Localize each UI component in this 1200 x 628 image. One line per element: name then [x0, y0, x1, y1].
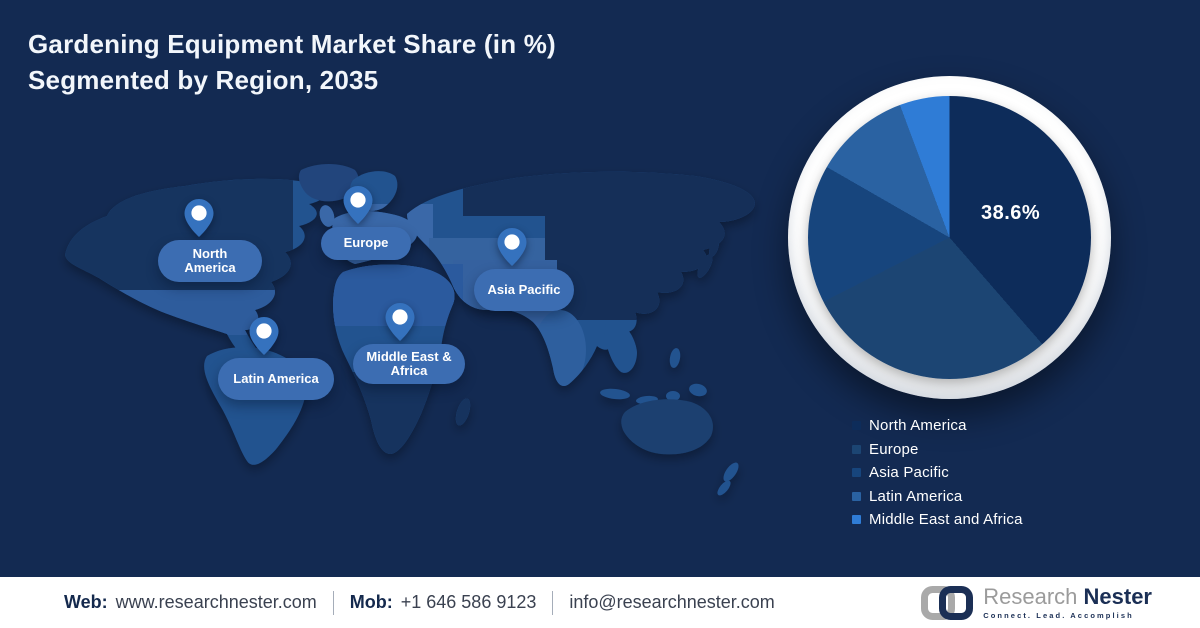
email-address: info@researchnester.com: [569, 592, 775, 612]
legend-swatch: [852, 515, 861, 525]
region-label-latin-america: Latin America: [218, 358, 334, 400]
divider: [552, 590, 554, 615]
website-url: www.researchnester.com: [115, 592, 317, 612]
legend-item: Asia Pacific: [852, 461, 1023, 485]
region-label-text: North America: [184, 245, 236, 275]
phone-number: +1 646 586 9123: [400, 592, 537, 612]
mob-label: Mob:: [349, 592, 393, 612]
location-pin-icon: [249, 317, 279, 355]
region-label-text: Asia Pacific: [487, 281, 561, 297]
location-pin-icon: [385, 303, 415, 341]
contact-info: Web: www.researchnester.com Mob: +1 646 …: [64, 590, 775, 615]
logo-text: Research Nester Connect. Lead. Accomplis…: [983, 583, 1152, 620]
region-label-middle-east-africa: Middle East & Africa: [353, 344, 465, 384]
logo-name: Research Nester: [983, 583, 1152, 609]
pie-chart: [808, 96, 1091, 379]
region-label-text: Latin America: [233, 370, 319, 386]
title-line-1: Gardening Equipment Market Share (in %): [28, 29, 556, 59]
title-line-2: Segmented by Region, 2035: [28, 65, 379, 95]
region-label-europe: Europe: [321, 227, 411, 260]
legend-label: Asia Pacific: [869, 464, 949, 482]
map-pin-europe: [342, 185, 374, 225]
pie-legend: North America Europe Asia Pacific Latin Ame…: [852, 414, 1023, 532]
divider: [332, 590, 334, 615]
location-pin-icon: [497, 228, 527, 266]
legend-item: Europe: [852, 438, 1023, 462]
chain-links-icon: [921, 585, 974, 620]
logo-tagline: Connect. Lead. Accomplish: [983, 610, 1134, 620]
region-label-north-america: North America: [158, 240, 262, 282]
legend-item: North America: [852, 414, 1023, 438]
legend-swatch: [852, 491, 861, 501]
map-pin-north-america: [183, 198, 215, 238]
legend-label: Europe: [869, 440, 919, 458]
region-label-text: Middle East & Africa: [366, 348, 452, 378]
logo-name-research: Research: [983, 583, 1078, 609]
legend-swatch: [852, 444, 861, 454]
map-pin-middle-east-africa: [384, 302, 416, 342]
research-nester-logo: Research Nester Connect. Lead. Accomplis…: [920, 585, 1152, 621]
location-pin-icon: [184, 199, 214, 237]
legend-label: Middle East and Africa: [869, 511, 1023, 529]
pie-slice-value-label: 38.6%: [981, 202, 1041, 224]
web-label: Web:: [64, 592, 108, 612]
page-title: Gardening Equipment Market Share (in %) …: [28, 26, 556, 98]
region-label-asia-pacific: Asia Pacific: [474, 269, 574, 311]
legend-label: North America: [869, 417, 967, 435]
footer-bar: Web: www.researchnester.com Mob: +1 646 …: [0, 577, 1200, 628]
map-pin-asia-pacific: [496, 227, 528, 267]
pie-chart-ring: 38.6%: [788, 76, 1111, 399]
legend-swatch: [852, 468, 861, 478]
map-pin-latin-america: [248, 316, 280, 356]
location-pin-icon: [343, 186, 373, 224]
legend-label: Latin America: [869, 487, 963, 505]
legend-item: Middle East and Africa: [852, 508, 1023, 532]
legend-swatch: [852, 421, 861, 431]
legend-item: Latin America: [852, 485, 1023, 509]
logo-name-nester: Nester: [1083, 583, 1152, 609]
region-label-text: Europe: [343, 235, 389, 251]
